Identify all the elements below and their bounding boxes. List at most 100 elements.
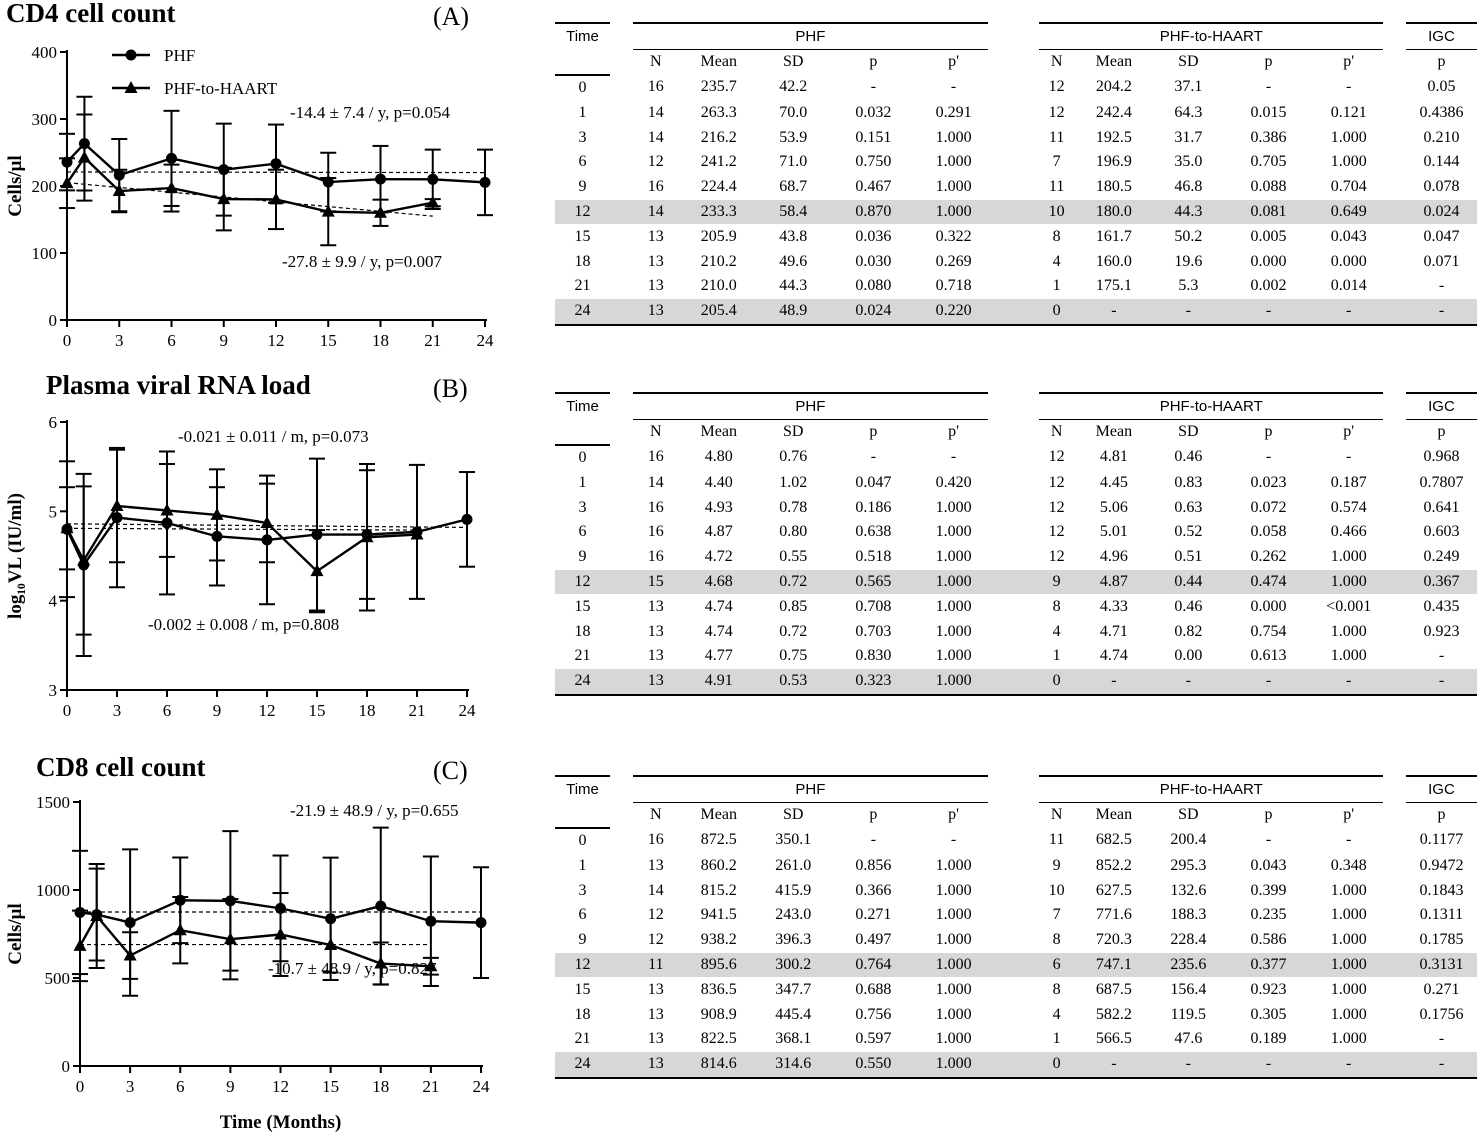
table-cell: 0.1756: [1419, 1005, 1464, 1023]
column-header: SD: [1178, 53, 1199, 71]
gap: [1383, 952, 1406, 978]
y-axis-label: Cells/μl: [5, 903, 26, 964]
table-cell: 0.121: [1330, 103, 1367, 121]
table-cell: 68.7: [779, 178, 808, 196]
column-header: SD: [1178, 806, 1199, 824]
data-point: [165, 181, 178, 194]
table-cell: 188.3: [1170, 906, 1207, 924]
x-tick-label: 21: [424, 331, 441, 350]
gap: [988, 393, 1011, 419]
table-cell: 4.68: [678, 569, 759, 595]
viral-load-table: Time PHF PHF-to-HAART IGC N Mean SD p p' N Mean SD p…: [555, 391, 1477, 696]
gap: [988, 100, 1011, 125]
table-cell: 49.6: [779, 252, 808, 270]
panel-label: (C): [433, 756, 468, 785]
column-header: N: [650, 53, 662, 71]
gap: [988, 853, 1011, 878]
table-cell: 852.2: [1095, 856, 1132, 874]
table-cell: 0.043: [1330, 227, 1367, 245]
table-cell: 0.52: [1174, 523, 1203, 541]
gap: [610, 776, 633, 802]
table-cell: 241.2: [700, 153, 737, 171]
column-header: p: [869, 806, 878, 824]
table-cell: 0.603: [1423, 523, 1460, 541]
table-cell: 0.271: [855, 906, 892, 924]
table-cell: -: [1073, 668, 1154, 696]
table-cell: 0.348: [1330, 856, 1367, 874]
series-line-phf: [65, 516, 468, 568]
table-cell: 4.87: [1073, 569, 1154, 595]
gap: [1383, 298, 1406, 326]
table-cell: 4.74: [704, 597, 733, 615]
data-point: [410, 527, 424, 540]
gap: [988, 977, 1011, 1002]
table-cell: 0.366: [855, 881, 892, 899]
table-cell: 0.597: [855, 1030, 892, 1048]
gap: [1011, 1002, 1040, 1027]
table-row: 15 13 4.74 0.85 0.708 1.000 8 4.33 0.46 0.000 <0.0…: [555, 594, 1477, 619]
gap: [610, 75, 633, 101]
column-header: p: [1264, 423, 1273, 441]
time-header: Time: [555, 22, 610, 75]
table-cell: 4: [1052, 1005, 1061, 1023]
gap: [610, 828, 633, 854]
x-tick-label: 24: [459, 701, 477, 720]
data-point: [217, 192, 231, 205]
table-cell: 16: [647, 498, 664, 516]
group-header-phf: PHF: [632, 774, 988, 803]
gap: [610, 1002, 633, 1027]
table-cell: 0.005: [1250, 227, 1287, 245]
panel-label: (A): [433, 2, 470, 31]
gap: [987, 1051, 1011, 1079]
table-cell: 0.000: [1330, 252, 1367, 270]
x-tick-label: 18: [372, 331, 389, 350]
table-cell: 0.586: [1250, 931, 1287, 949]
y-tick-label: 5: [49, 502, 58, 521]
gap: [1011, 125, 1040, 150]
table-cell: 4.81: [1099, 448, 1128, 466]
table-cell: 771.6: [1095, 906, 1132, 924]
table-cell: 7: [1052, 906, 1061, 924]
table-cell: -: [870, 78, 877, 96]
gap: [1383, 828, 1406, 854]
x-tick-label: 12: [272, 1077, 289, 1096]
table-cell: 24: [555, 298, 610, 326]
table-cell: 0.518: [855, 548, 892, 566]
data-point: [425, 915, 437, 927]
table-cell: 8: [1052, 597, 1061, 615]
table-cell: 261.0: [775, 856, 812, 874]
table-cell: 0.023: [1250, 473, 1287, 491]
table-cell: 0.047: [855, 473, 892, 491]
gap: [988, 520, 1011, 545]
x-tick-label: 24: [477, 331, 495, 350]
column-header: p: [1437, 423, 1446, 441]
chart-title: Plasma viral RNA load: [46, 370, 311, 400]
table-row: 1 14 263.3 70.0 0.032 0.291 12 242.4 64.3 0.015 0.…: [555, 100, 1477, 125]
gap: [988, 903, 1011, 928]
table-cell: 210.2: [700, 252, 737, 270]
gap: [1383, 776, 1406, 802]
table-cell: 566.5: [1095, 1030, 1132, 1048]
gap: [987, 668, 1011, 696]
table-cell: 0.613: [1250, 647, 1287, 665]
table-cell: 37.1: [1174, 78, 1203, 96]
table-cell: 0.305: [1250, 1005, 1287, 1023]
table-header-row: Time PHF PHF-to-HAART IGC: [555, 391, 1477, 445]
column-header: p': [948, 423, 959, 441]
table-row: 12 15 4.68 0.72 0.565 1.000 9 4.87 0.44 0.474 1.00…: [555, 569, 1477, 595]
table-cell: 0.44: [1153, 569, 1223, 595]
chart-panel-a: CD4 cell count (A) 0 100 200 300 400 0 3 6 9 12 15…: [0, 0, 540, 360]
table-cell: 0.76: [779, 448, 808, 466]
gap: [988, 928, 1011, 953]
table-cell: 5.3: [1178, 277, 1199, 295]
data-point: [123, 948, 137, 961]
gap: [1011, 644, 1040, 669]
table-cell: 12: [555, 199, 610, 225]
table-cell: -: [870, 831, 877, 849]
data-point: [426, 195, 440, 208]
table-cell: 0.968: [1423, 448, 1460, 466]
table-cell: 0.030: [855, 252, 892, 270]
table-cell: 0.497: [855, 931, 892, 949]
group-header-phf: PHF: [632, 21, 988, 50]
y-tick-label: 4: [49, 592, 58, 611]
